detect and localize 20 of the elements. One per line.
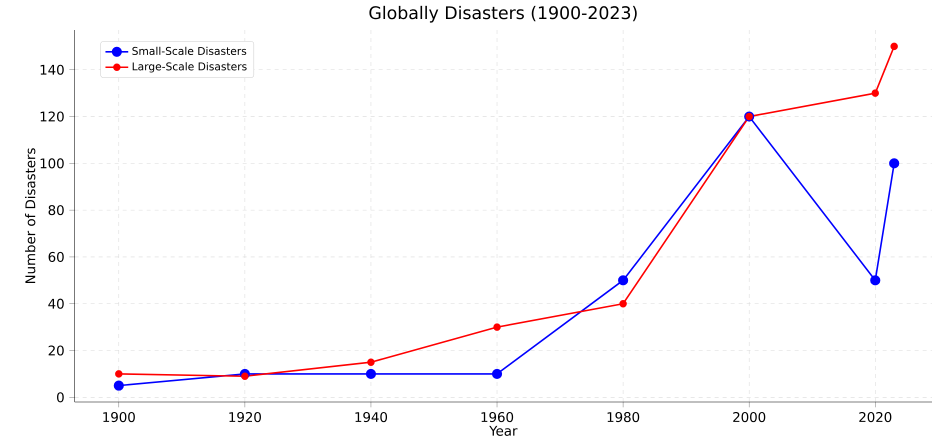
x-tick-label: 2000: [733, 412, 766, 422]
y-tick-label: 140: [40, 64, 64, 75]
legend-label: Small-Scale Disasters: [132, 46, 246, 55]
x-tick-label: 1960: [482, 412, 514, 422]
y-tick-label: 100: [40, 158, 64, 168]
x-tick-label: 1980: [608, 412, 640, 422]
legend-label: Large-Scale Disasters: [132, 62, 247, 73]
y-axis-title: Number of Disasters: [25, 148, 36, 284]
chart-title: Globally Disasters (1900-2023): [369, 6, 637, 23]
y-tick-label: 120: [40, 111, 64, 122]
x-tick-label: 1900: [103, 412, 135, 422]
x-axis-title: Year: [489, 426, 518, 436]
y-tick-label: 60: [48, 252, 64, 262]
x-tick-label: 1940: [355, 412, 388, 422]
x-tick-label: 1920: [229, 412, 261, 422]
y-tick-label: 80: [48, 205, 64, 216]
y-tick-label: 0: [57, 392, 64, 402]
y-tick-label: 40: [48, 298, 64, 309]
x-tick-label: 2020: [859, 412, 892, 422]
y-tick-label: 20: [48, 345, 64, 356]
